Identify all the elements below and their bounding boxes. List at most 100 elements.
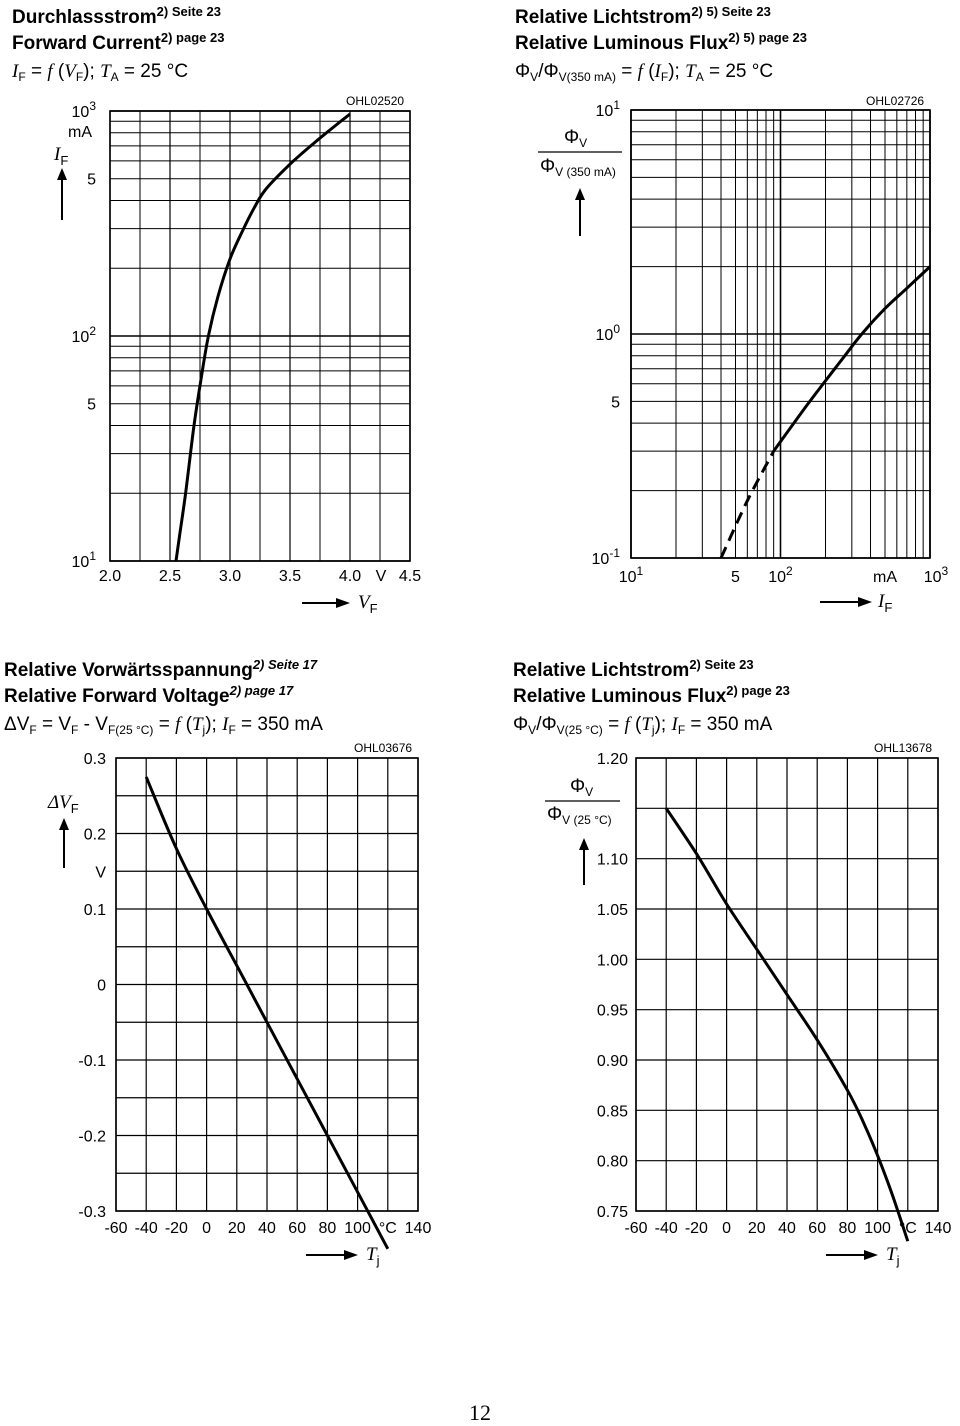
chart1-tick-labels: 2.0 2.5 3.0 3.5 4.0 4.5 V 101 5 102 5 103 — [72, 99, 422, 585]
chart4-xlabel-arrowhead — [864, 1250, 878, 1260]
chart3-plot-frame — [115, 757, 419, 1212]
chart1-ylabel-arrowhead — [57, 168, 67, 180]
chart2-y-tick-label: 100 — [596, 322, 621, 344]
chart2-x-tick-label: 101 — [619, 564, 644, 586]
svg-text:Forward Current2) page 23: Forward Current2) page 23 — [12, 30, 224, 54]
chart2-grid — [630, 109, 931, 559]
chart4-y-tick-label: 1.20 — [597, 751, 628, 768]
chart1-x-tick-label: 4.0 — [339, 568, 361, 585]
chart1-y-tick-label: 101 — [72, 549, 97, 571]
chart4-x-tick-label: -60 — [624, 1220, 647, 1237]
chart1-grid — [109, 110, 411, 562]
chart1-y-tick-label: 103 — [72, 99, 97, 121]
chart3-x-tick-label: 20 — [228, 1220, 246, 1237]
chart3-series — [144, 776, 390, 1250]
chart4-y-tick-label: 1.05 — [597, 902, 628, 919]
chart4-y-tick-label: 1.00 — [597, 952, 628, 969]
chart4-y-tick-label: 1.10 — [597, 852, 628, 869]
chart2-ylabel-arrowhead — [575, 188, 585, 200]
chart3-title-de-ref: 2) Seite 17 — [252, 657, 318, 672]
chart4-ylabel-den: ΦV (25 °C) — [547, 804, 612, 827]
chart2-series-line-2 — [772, 265, 932, 452]
chart2-code: OHL02726 — [866, 94, 924, 108]
chart1-title-de-ref: 2) Seite 23 — [157, 4, 221, 19]
chart3-grid — [115, 757, 419, 1212]
chart4-x-tick-label: -20 — [685, 1220, 708, 1237]
chart1-ylabel: IF — [53, 144, 68, 168]
chart-forward-current: Durchlassstrom2) Seite 23 Forward Curren… — [11, 4, 421, 616]
chart4-tick-labels: -60 -40 -20 0 20 40 60 80 100 °C 1400.750.800.850.… — [597, 751, 952, 1237]
chart1-y-tick-label: 102 — [72, 324, 97, 346]
chart3-x-tick-label: 140 — [405, 1220, 432, 1237]
chart4-grid — [635, 757, 939, 1212]
chart2-y-tick-label: 5 — [611, 394, 620, 411]
chart3-x-tick-label: 80 — [319, 1220, 337, 1237]
chart2-title-de: Relative Lichtstrom — [515, 7, 691, 28]
chart4-x-tick-label: 100 — [864, 1220, 891, 1237]
chart1-plot-frame — [109, 110, 411, 562]
chart1-y-tick-label: 5 — [87, 397, 96, 414]
chart2-title-de-ref: 2) 5) Seite 23 — [691, 4, 771, 19]
chart1-y-tick-label: 5 — [87, 172, 96, 189]
chart1-x-tick-label: 2.0 — [99, 568, 121, 585]
chart4-title-en: Relative Luminous Flux — [513, 686, 727, 707]
chart3-subtitle: ΔVF = VF - VF(25 °C) = f (Tj); IF = 350 … — [4, 714, 323, 737]
chart2-tick-labels: 101 5 102 mA 103 10-1 5 100 101 — [592, 98, 949, 586]
chart-luminous-flux-temp: Relative Lichtstrom2) Seite 23 Relative … — [513, 657, 951, 1268]
chart1-yunit: mA — [68, 124, 92, 141]
chart4-x-tick-label: 140 — [925, 1220, 952, 1237]
chart4-series-line-1 — [664, 807, 910, 1242]
chart1-x-tick-label: 3.5 — [279, 568, 301, 585]
chart1-title-en-ref: 2) page 23 — [161, 30, 225, 45]
chart3-x-tick-label: -40 — [135, 1220, 158, 1237]
chart3-series-line-1 — [144, 776, 390, 1250]
chart3-y-tick-label: V — [95, 864, 106, 881]
chart1-series-line-1 — [174, 112, 351, 562]
chart4-x-tick-label: 60 — [808, 1220, 826, 1237]
chart2-subtitle: ΦV/ΦV(350 mA) = f (IF); TA = 25 °C — [515, 61, 773, 84]
chart4-subtitle: ΦV/ΦV(25 °C) = f (Tj); IF = 350 mA — [513, 714, 773, 737]
chart4-title-de-ref: 2) Seite 23 — [689, 657, 753, 672]
svg-text:Relative Forward Voltage2) pag: Relative Forward Voltage2) page 17 — [4, 683, 294, 707]
chart1-xlabel-arrowhead — [336, 598, 350, 608]
chart2-series-line-1 — [719, 450, 776, 559]
chart4-x-tick-label: 40 — [778, 1220, 796, 1237]
chart4-ylabel-num: ΦV — [570, 776, 593, 799]
chart3-y-tick-label: 0.3 — [84, 751, 106, 768]
chart4-xlabel: Tj — [886, 1244, 900, 1268]
chart3-y-tick-label: -0.3 — [78, 1204, 106, 1221]
chart3-y-tick-label: -0.1 — [78, 1053, 106, 1070]
chart2-y-tick-label: 10-1 — [592, 546, 621, 568]
chart3-ylabel-arrowhead — [59, 818, 69, 830]
chart2-xlabel: IF — [877, 591, 892, 615]
chart2-y-tick-label: 101 — [596, 98, 621, 120]
chart2-xlabel-arrowhead — [858, 597, 872, 607]
chart4-series — [664, 807, 910, 1242]
chart4-y-tick-label: 0.95 — [597, 1003, 628, 1020]
chart1-x-tick-label: 2.5 — [159, 568, 181, 585]
chart1-series — [174, 112, 351, 562]
chart1-x-tick-label: 4.5 — [399, 568, 421, 585]
chart2-x-tick-label: mA — [873, 569, 897, 586]
chart3-title-en-ref: 2) page 17 — [229, 683, 294, 698]
svg-text:Relative Luminous Flux2) 5) pa: Relative Luminous Flux2) 5) page 23 — [515, 30, 807, 54]
chart-forward-voltage-temp: Relative Vorwärtsspannung2) Seite 17 Rel… — [4, 657, 431, 1268]
chart3-title-de: Relative Vorwärtsspannung — [4, 660, 253, 681]
chart3-y-tick-label: -0.2 — [78, 1129, 106, 1146]
svg-text:Relative Luminous Flux2) page: Relative Luminous Flux2) page 23 — [513, 683, 790, 707]
chart1-x-unit-label: V — [376, 568, 387, 585]
chart4-title-en-ref: 2) page 23 — [726, 683, 790, 698]
chart3-xlabel: Tj — [366, 1244, 380, 1268]
chart3-x-tick-label: 100 — [344, 1220, 371, 1237]
chart4-y-tick-label: 0.90 — [597, 1053, 628, 1070]
chart3-ylabel: ΔVF — [47, 792, 79, 816]
chart2-title-en: Relative Luminous Flux — [515, 33, 729, 54]
chart4-x-tick-label: -40 — [655, 1220, 678, 1237]
chart1-title-de: Durchlassstrom — [12, 7, 157, 28]
chart3-x-tick-label: -60 — [104, 1220, 127, 1237]
chart3-code: OHL03676 — [354, 741, 412, 755]
page-number: 12 — [469, 1400, 491, 1425]
chart3-x-tick-label: 40 — [258, 1220, 276, 1237]
svg-text:Durchlassstrom2) Seite 23: Durchlassstrom2) Seite 23 — [12, 4, 221, 28]
